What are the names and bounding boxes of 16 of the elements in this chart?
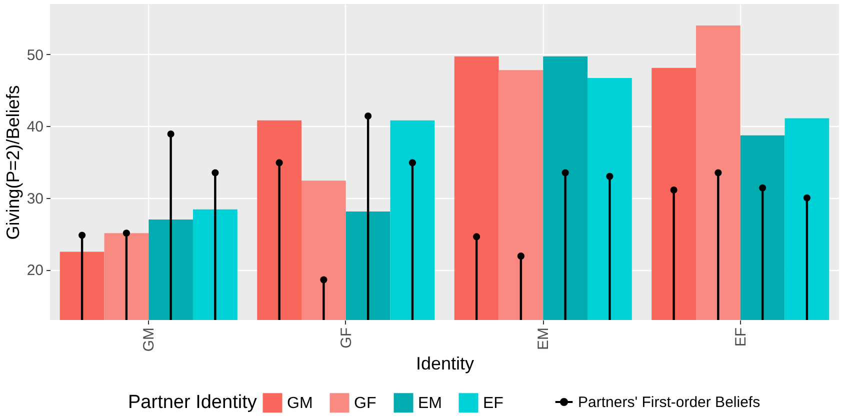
- x-tick-label: GF: [338, 328, 355, 348]
- y-axis-title: Giving(P=2)/Beliefs: [2, 85, 23, 240]
- legend-label: EM: [418, 394, 442, 412]
- legend-label: GF: [354, 394, 376, 412]
- x-tick-label: GM: [140, 328, 158, 352]
- y-tick-label: 40: [26, 118, 44, 136]
- y-tick-label: 30: [26, 190, 44, 208]
- x-axis-title: Identity: [416, 354, 474, 374]
- y-tick-label: 20: [26, 262, 44, 280]
- y-tick-label: 50: [26, 46, 44, 64]
- legend-label: Partners' First-order Beliefs: [578, 394, 760, 411]
- x-tick-label: EM: [535, 328, 552, 350]
- legend-label: GM: [287, 394, 313, 412]
- legend-title: Partner Identity: [128, 392, 258, 413]
- x-tick-label: EF: [732, 328, 750, 347]
- legend-label: EF: [483, 394, 504, 412]
